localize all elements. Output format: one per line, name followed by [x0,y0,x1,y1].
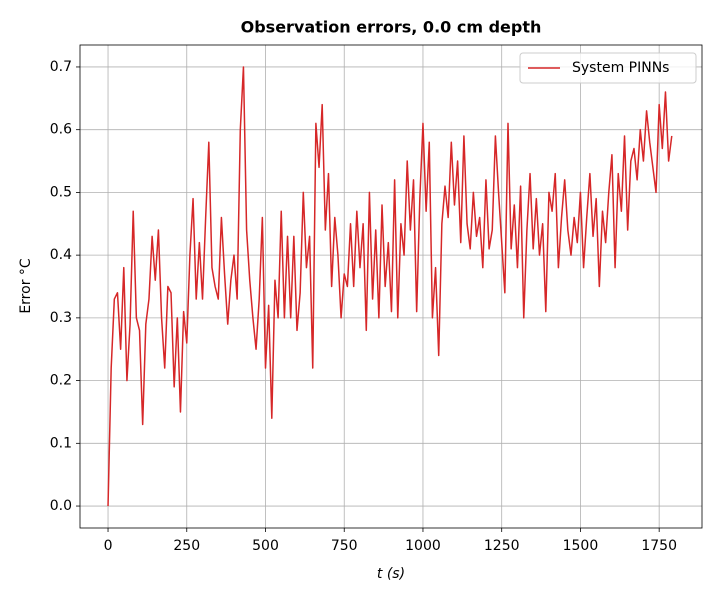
x-tick-label: 1500 [563,538,599,554]
x-tick-label: 1250 [484,538,520,554]
chart-title: Observation errors, 0.0 cm depth [241,18,542,37]
x-tick-label: 750 [331,538,358,554]
y-tick-label: 0.1 [50,435,72,451]
x-tick-label: 1750 [641,538,677,554]
plot-frame [79,44,703,529]
y-tick-label: 0.0 [50,498,72,514]
y-tick-label: 0.6 [50,122,72,138]
y-tick-label: 0.3 [50,310,72,326]
y-tick-label: 0.5 [50,184,72,200]
data-line [107,66,673,507]
y-axis-label: Error °C [18,258,34,314]
y-tick-label: 0.2 [50,373,72,389]
x-tick-label: 250 [173,538,200,554]
legend-label: System PINNs [572,60,669,76]
x-tick-label: 0 [104,538,113,554]
legend-box [519,52,697,84]
y-tick-label: 0.7 [50,59,72,75]
x-tick-label: 1000 [405,538,441,554]
y-tick-label: 0.4 [50,247,72,263]
x-axis-label: t (s) [377,566,405,582]
x-tick-label: 500 [252,538,279,554]
